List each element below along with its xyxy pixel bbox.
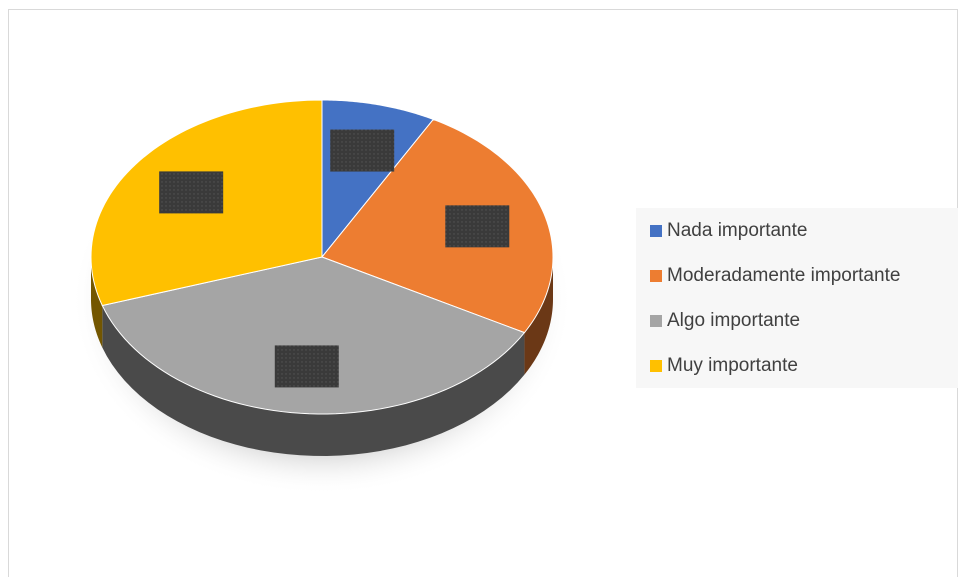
- data-label-box: [159, 171, 224, 214]
- data-label-box: [330, 129, 395, 172]
- legend-swatch: [650, 270, 662, 282]
- legend-label: Moderadamente importante: [667, 265, 900, 286]
- data-label-box: [274, 345, 339, 388]
- legend: [636, 208, 958, 388]
- slice: [321, 118, 554, 334]
- slice: [101, 256, 526, 415]
- slice-side: [102, 305, 525, 456]
- slice-side: [524, 257, 553, 375]
- legend-items: Nada importante Moderadamente importante A…: [650, 220, 900, 376]
- data-labels: [159, 129, 510, 388]
- data-label-box: [445, 205, 510, 248]
- legend-swatch: [650, 225, 662, 237]
- legend-label: Algo importante: [667, 310, 800, 331]
- legend-label: Nada importante: [667, 220, 807, 241]
- slice-side: [91, 257, 103, 348]
- legend-swatch: [650, 315, 662, 327]
- legend-label: Muy importante: [667, 355, 798, 376]
- pie: [90, 99, 554, 456]
- legend-swatch: [650, 360, 662, 372]
